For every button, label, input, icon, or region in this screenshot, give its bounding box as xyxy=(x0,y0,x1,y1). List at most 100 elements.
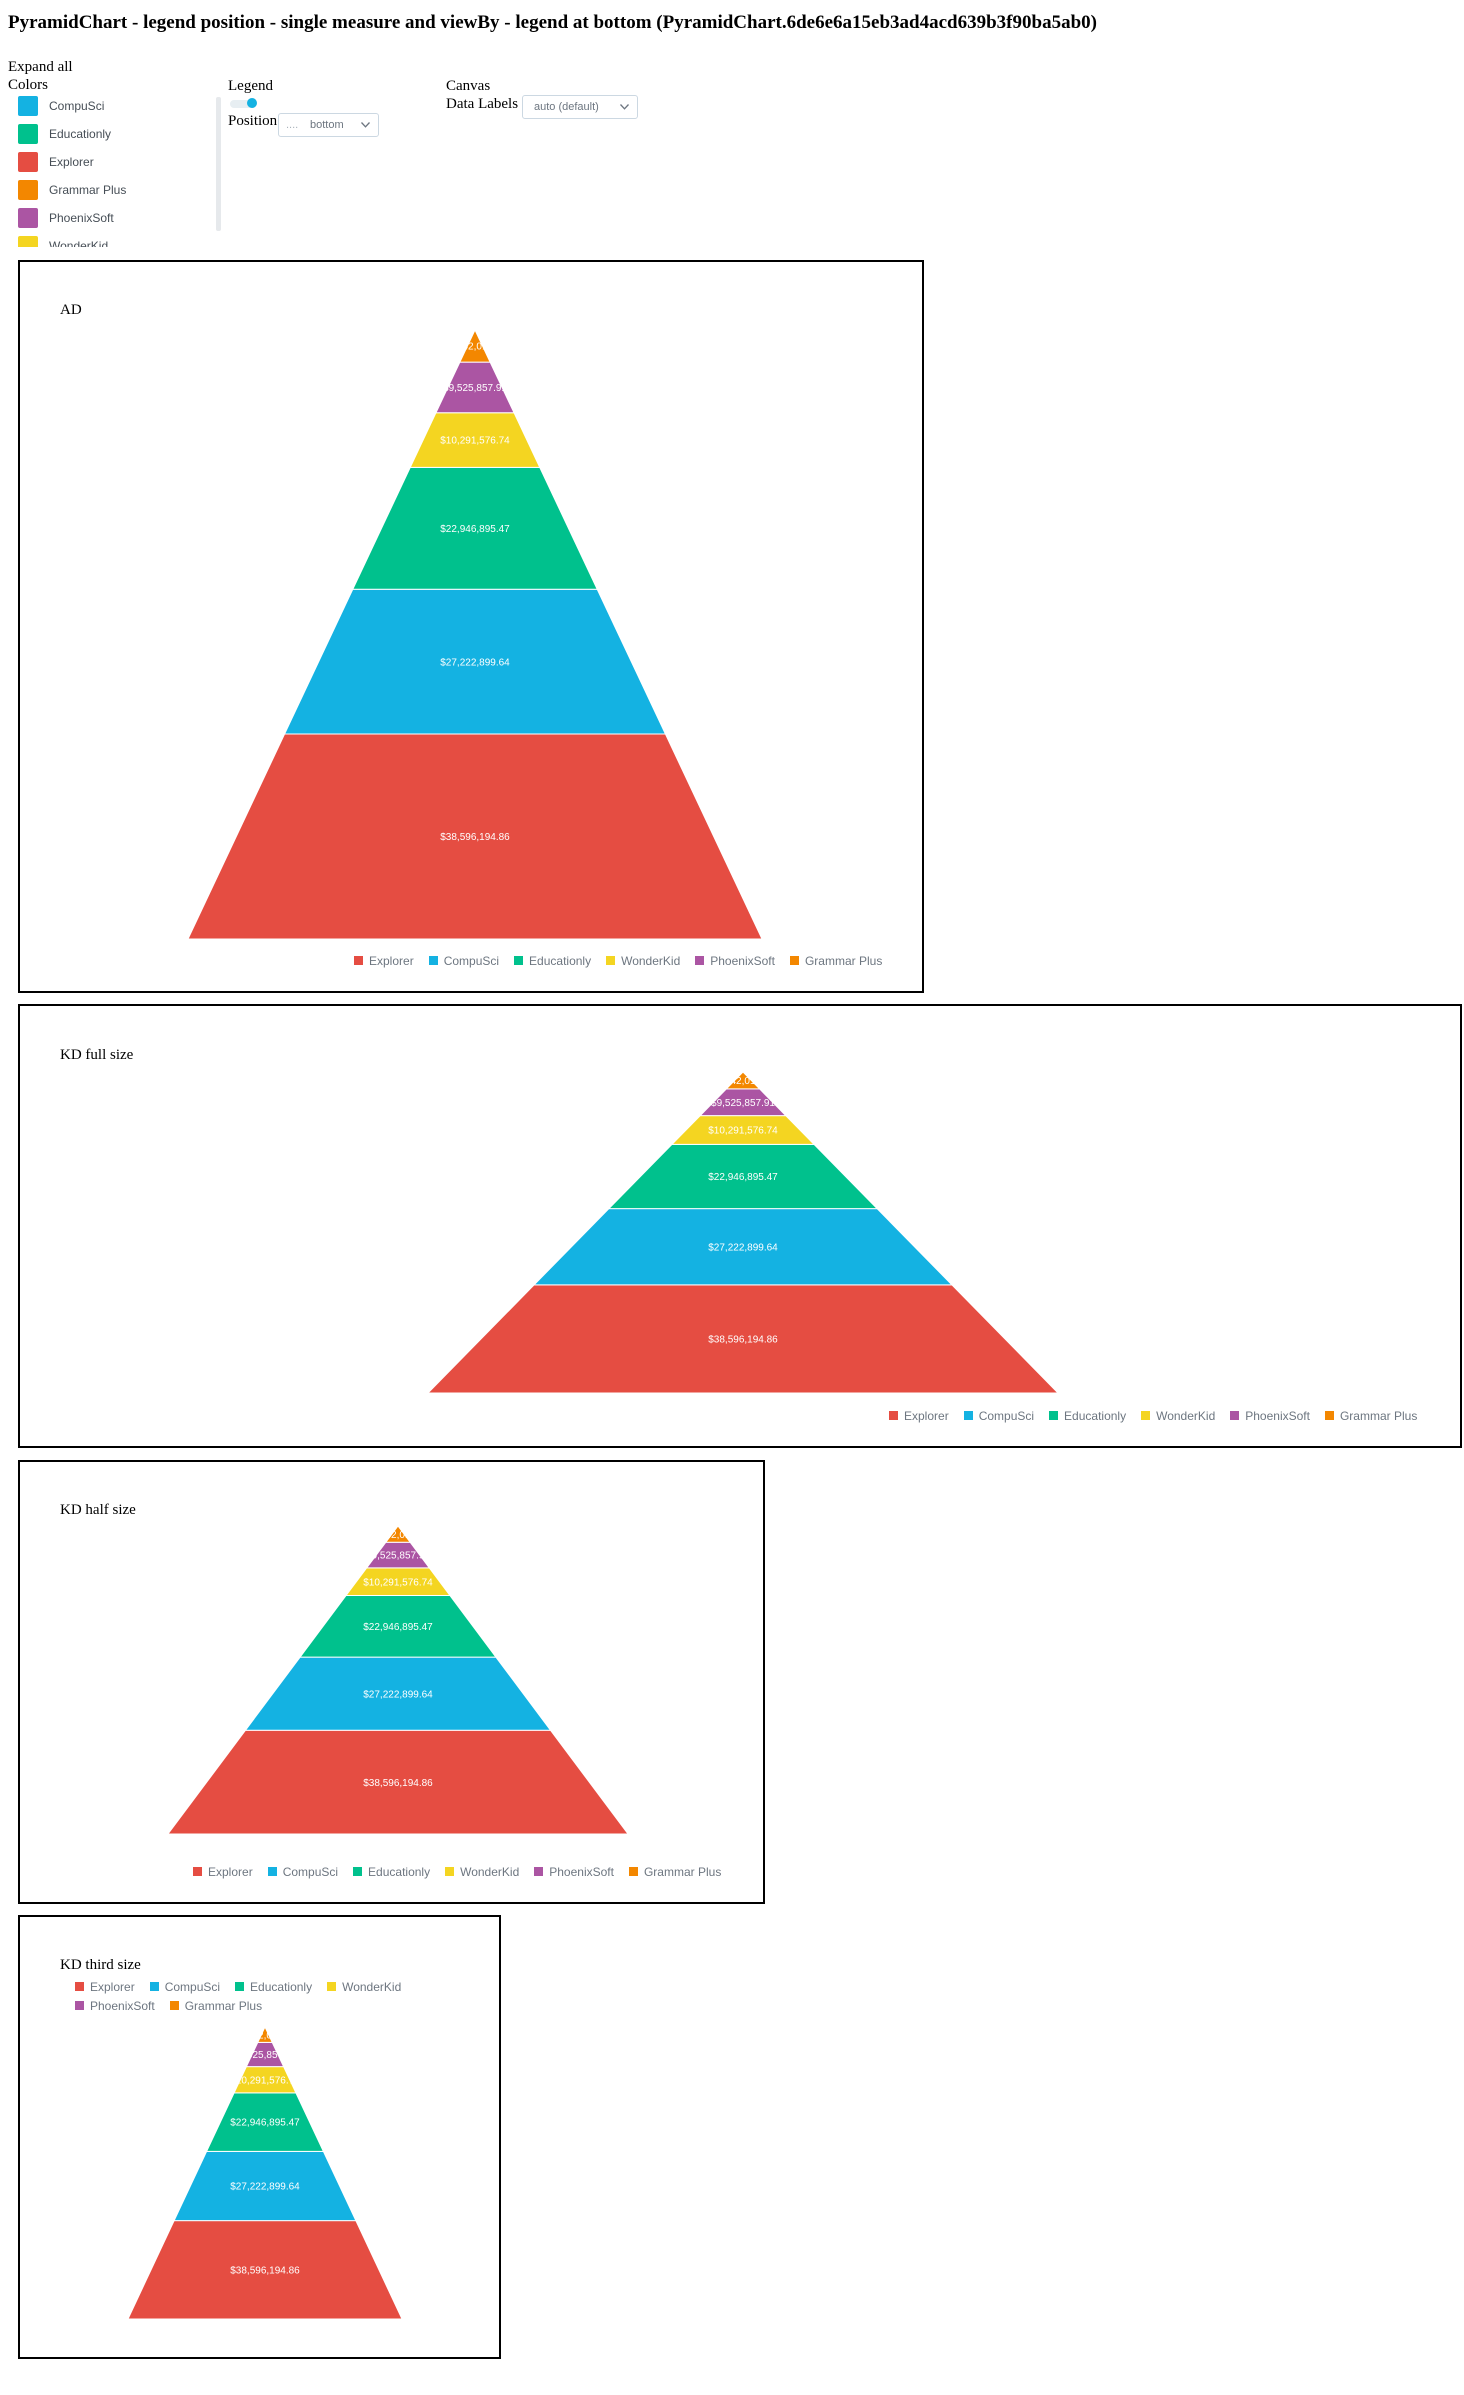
legend-item-grammar-plus[interactable]: Grammar Plus xyxy=(1324,1406,1418,1425)
color-row-phoenixsoft[interactable]: PhoenixSoft xyxy=(18,207,208,229)
pyramid-chart: $38,596,194.86 $27,222,899.64 $22,946,895.… xyxy=(426,1071,1060,1394)
color-row-grammar-plus[interactable]: Grammar Plus xyxy=(18,179,208,201)
color-row-explorer[interactable]: Explorer xyxy=(18,151,208,173)
color-label: PhoenixSoft xyxy=(49,211,114,225)
data-label-educationly: $22,946,895.47 xyxy=(708,1172,778,1183)
data-label-explorer: $38,596,194.86 xyxy=(440,832,510,843)
legend-label: PhoenixSoft xyxy=(90,1998,155,2013)
legend-label: Grammar Plus xyxy=(804,953,883,968)
legend-toggle-knob xyxy=(247,98,257,108)
legend-item-phoenixsoft[interactable]: PhoenixSoft xyxy=(534,1862,614,1881)
legend-item-educationly[interactable]: Educationly xyxy=(235,1977,312,1996)
legend-marker xyxy=(534,1867,544,1876)
legend-item-educationly[interactable]: Educationly xyxy=(514,951,591,970)
legend-item-wonderkid[interactable]: WonderKid xyxy=(445,1862,519,1881)
legend-marker xyxy=(354,956,363,965)
legend-label: Explorer xyxy=(904,1408,949,1423)
legend-item-phoenixsoft[interactable]: PhoenixSoft xyxy=(75,1996,155,2015)
legend-item-wonderkid[interactable]: WonderKid xyxy=(606,951,680,970)
legend-marker xyxy=(445,1867,455,1876)
legend-marker xyxy=(889,1411,898,1420)
legend-marker xyxy=(169,2001,179,2010)
color-label: Explorer xyxy=(49,155,94,169)
legend-item-compusci[interactable]: CompuSci xyxy=(149,1977,220,1996)
legend-label: CompuSci xyxy=(978,1408,1035,1423)
legend-label: Explorer xyxy=(369,953,414,968)
legend-item-grammar-plus[interactable]: Grammar Plus xyxy=(789,951,883,970)
chart-card-kd-full: KD full size $38,596,194.86 $27,222,899.6… xyxy=(18,1004,1462,1448)
data-label-grammar-plus: $6,042,014.37 xyxy=(366,1530,430,1541)
legend-marker xyxy=(789,956,799,965)
legend-label: Grammar Plus xyxy=(1339,1408,1418,1423)
legend-label: CompuSci xyxy=(282,1864,339,1879)
legend-label: PhoenixSoft xyxy=(549,1864,614,1879)
legend-marker xyxy=(353,1867,363,1876)
colors-panel-scrollbar[interactable] xyxy=(216,97,221,231)
data-label-phoenixsoft: $9,525,857.91 xyxy=(233,2050,297,2061)
legend-item-explorer[interactable]: Explorer xyxy=(75,1977,135,1996)
legend-label: Educationly xyxy=(1064,1408,1127,1423)
data-label-phoenixsoft: $9,525,857.91 xyxy=(366,1551,430,1562)
position-dropdown[interactable]: .... bottom xyxy=(278,113,379,137)
legend-item-explorer[interactable]: Explorer xyxy=(354,951,414,970)
chart-card-kd-third: KD third size Explorer CompuSci Educationl… xyxy=(18,1915,501,2359)
pyramid-segment-grammar-plus[interactable] xyxy=(256,2025,274,2043)
legend-item-educationly[interactable]: Educationly xyxy=(353,1862,430,1881)
chart-legend: Explorer CompuSci Educationly WonderKid Phoe… xyxy=(354,951,914,970)
legend-item-grammar-plus[interactable]: Grammar Plus xyxy=(628,1862,721,1881)
color-row-compusci[interactable]: CompuSci xyxy=(18,95,208,117)
legend-marker xyxy=(514,956,524,965)
pyramid-segment-grammar-plus[interactable] xyxy=(459,328,491,363)
pyramid-chart: $38,596,194.86 $27,222,899.64 $22,946,895.… xyxy=(167,1525,629,1835)
legend-marker xyxy=(606,956,616,965)
position-label: Position xyxy=(228,113,278,129)
pyramid-chart: $38,596,194.86 $27,222,899.64 $22,946,895.… xyxy=(187,328,763,940)
data-label-wonderkid: $10,291,576.74 xyxy=(363,1577,433,1588)
expand-all-link[interactable]: Expand all xyxy=(8,59,73,75)
legend-marker xyxy=(628,1867,638,1876)
pyramid-segment-grammar-plus[interactable] xyxy=(725,1071,761,1090)
legend-item-wonderkid[interactable]: WonderKid xyxy=(327,1977,401,1996)
legend-marker xyxy=(1230,1411,1240,1420)
data-labels-dropdown-value: auto (default) xyxy=(534,101,599,113)
chart-legend: Explorer CompuSci Educationly WonderKid Phoe… xyxy=(75,1977,475,2015)
legend-label: Legend xyxy=(228,78,273,94)
legend-item-explorer[interactable]: Explorer xyxy=(889,1406,949,1425)
color-swatch xyxy=(18,96,38,116)
legend-item-phoenixsoft[interactable]: PhoenixSoft xyxy=(695,951,775,970)
data-label-wonderkid: $10,291,576.74 xyxy=(230,2075,300,2086)
legend-toggle[interactable] xyxy=(230,98,258,108)
pyramid-segment-grammar-plus[interactable] xyxy=(384,1525,412,1543)
legend-item-phoenixsoft[interactable]: PhoenixSoft xyxy=(1230,1406,1310,1425)
legend-item-wonderkid[interactable]: WonderKid xyxy=(1141,1406,1215,1425)
data-label-compusci: $27,222,899.64 xyxy=(708,1242,778,1253)
data-labels-label: Data Labels xyxy=(446,96,519,112)
legend-marker xyxy=(75,2001,84,2010)
legend-item-compusci[interactable]: CompuSci xyxy=(428,951,500,970)
data-label-compusci: $27,222,899.64 xyxy=(363,1689,433,1700)
color-row-wonderkid[interactable]: WonderKid xyxy=(18,235,208,247)
color-row-educationly[interactable]: Educationly xyxy=(18,123,208,145)
legend-item-explorer[interactable]: Explorer xyxy=(193,1862,253,1881)
legend-label: Explorer xyxy=(208,1864,253,1879)
legend-marker xyxy=(327,1982,337,1991)
data-label-compusci: $27,222,899.64 xyxy=(440,657,510,668)
data-label-compusci: $27,222,899.64 xyxy=(230,2182,300,2193)
color-swatch xyxy=(18,236,38,247)
color-swatch xyxy=(18,152,38,172)
color-label: Grammar Plus xyxy=(49,183,127,197)
color-swatch xyxy=(18,208,38,228)
legend-marker xyxy=(963,1411,973,1420)
legend-label: Educationly xyxy=(250,1979,313,1994)
color-label: WonderKid xyxy=(49,239,109,247)
legend-item-compusci[interactable]: CompuSci xyxy=(267,1862,339,1881)
data-labels-dropdown[interactable]: auto (default) xyxy=(522,95,638,119)
legend-marker xyxy=(1049,1411,1059,1420)
legend-marker xyxy=(235,1982,245,1991)
legend-item-compusci[interactable]: CompuSci xyxy=(963,1406,1035,1425)
position-dropdown-value: bottom xyxy=(310,119,344,131)
legend-label: CompuSci xyxy=(443,953,500,968)
legend-item-grammar-plus[interactable]: Grammar Plus xyxy=(169,1996,262,2015)
data-label-grammar-plus: $6,042,014.37 xyxy=(233,2030,297,2041)
legend-item-educationly[interactable]: Educationly xyxy=(1049,1406,1126,1425)
